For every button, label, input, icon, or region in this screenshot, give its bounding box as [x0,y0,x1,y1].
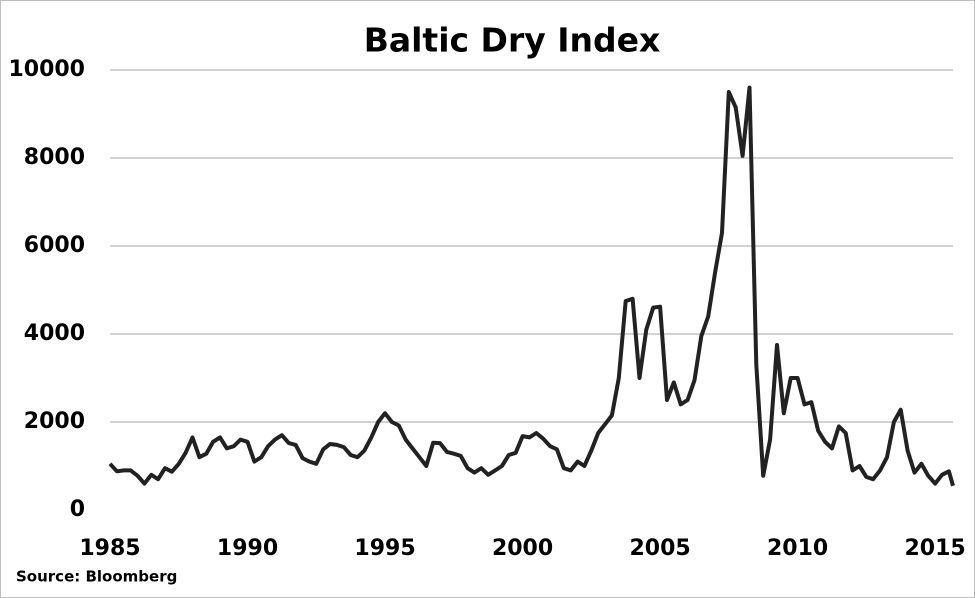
y-tick-label: 0 [70,497,85,522]
x-tick-label: 1990 [217,536,278,561]
data-line [108,85,955,487]
x-tick-label: 2000 [492,536,553,561]
x-tick-label: 1995 [354,536,415,561]
y-tick-label: 10000 [8,57,85,82]
y-tick-label: 4000 [24,321,85,346]
x-tick-label: 1985 [79,536,140,561]
x-tick-label: 2015 [905,536,966,561]
source-note: Source: Bloomberg [16,568,177,586]
x-tick-label: 2010 [767,536,828,561]
y-tick-label: 2000 [24,409,85,434]
x-tick-label: 2005 [629,536,690,561]
y-tick-label: 8000 [24,145,85,170]
y-tick-label: 6000 [24,233,85,258]
chart-title: Baltic Dry Index [364,21,661,60]
